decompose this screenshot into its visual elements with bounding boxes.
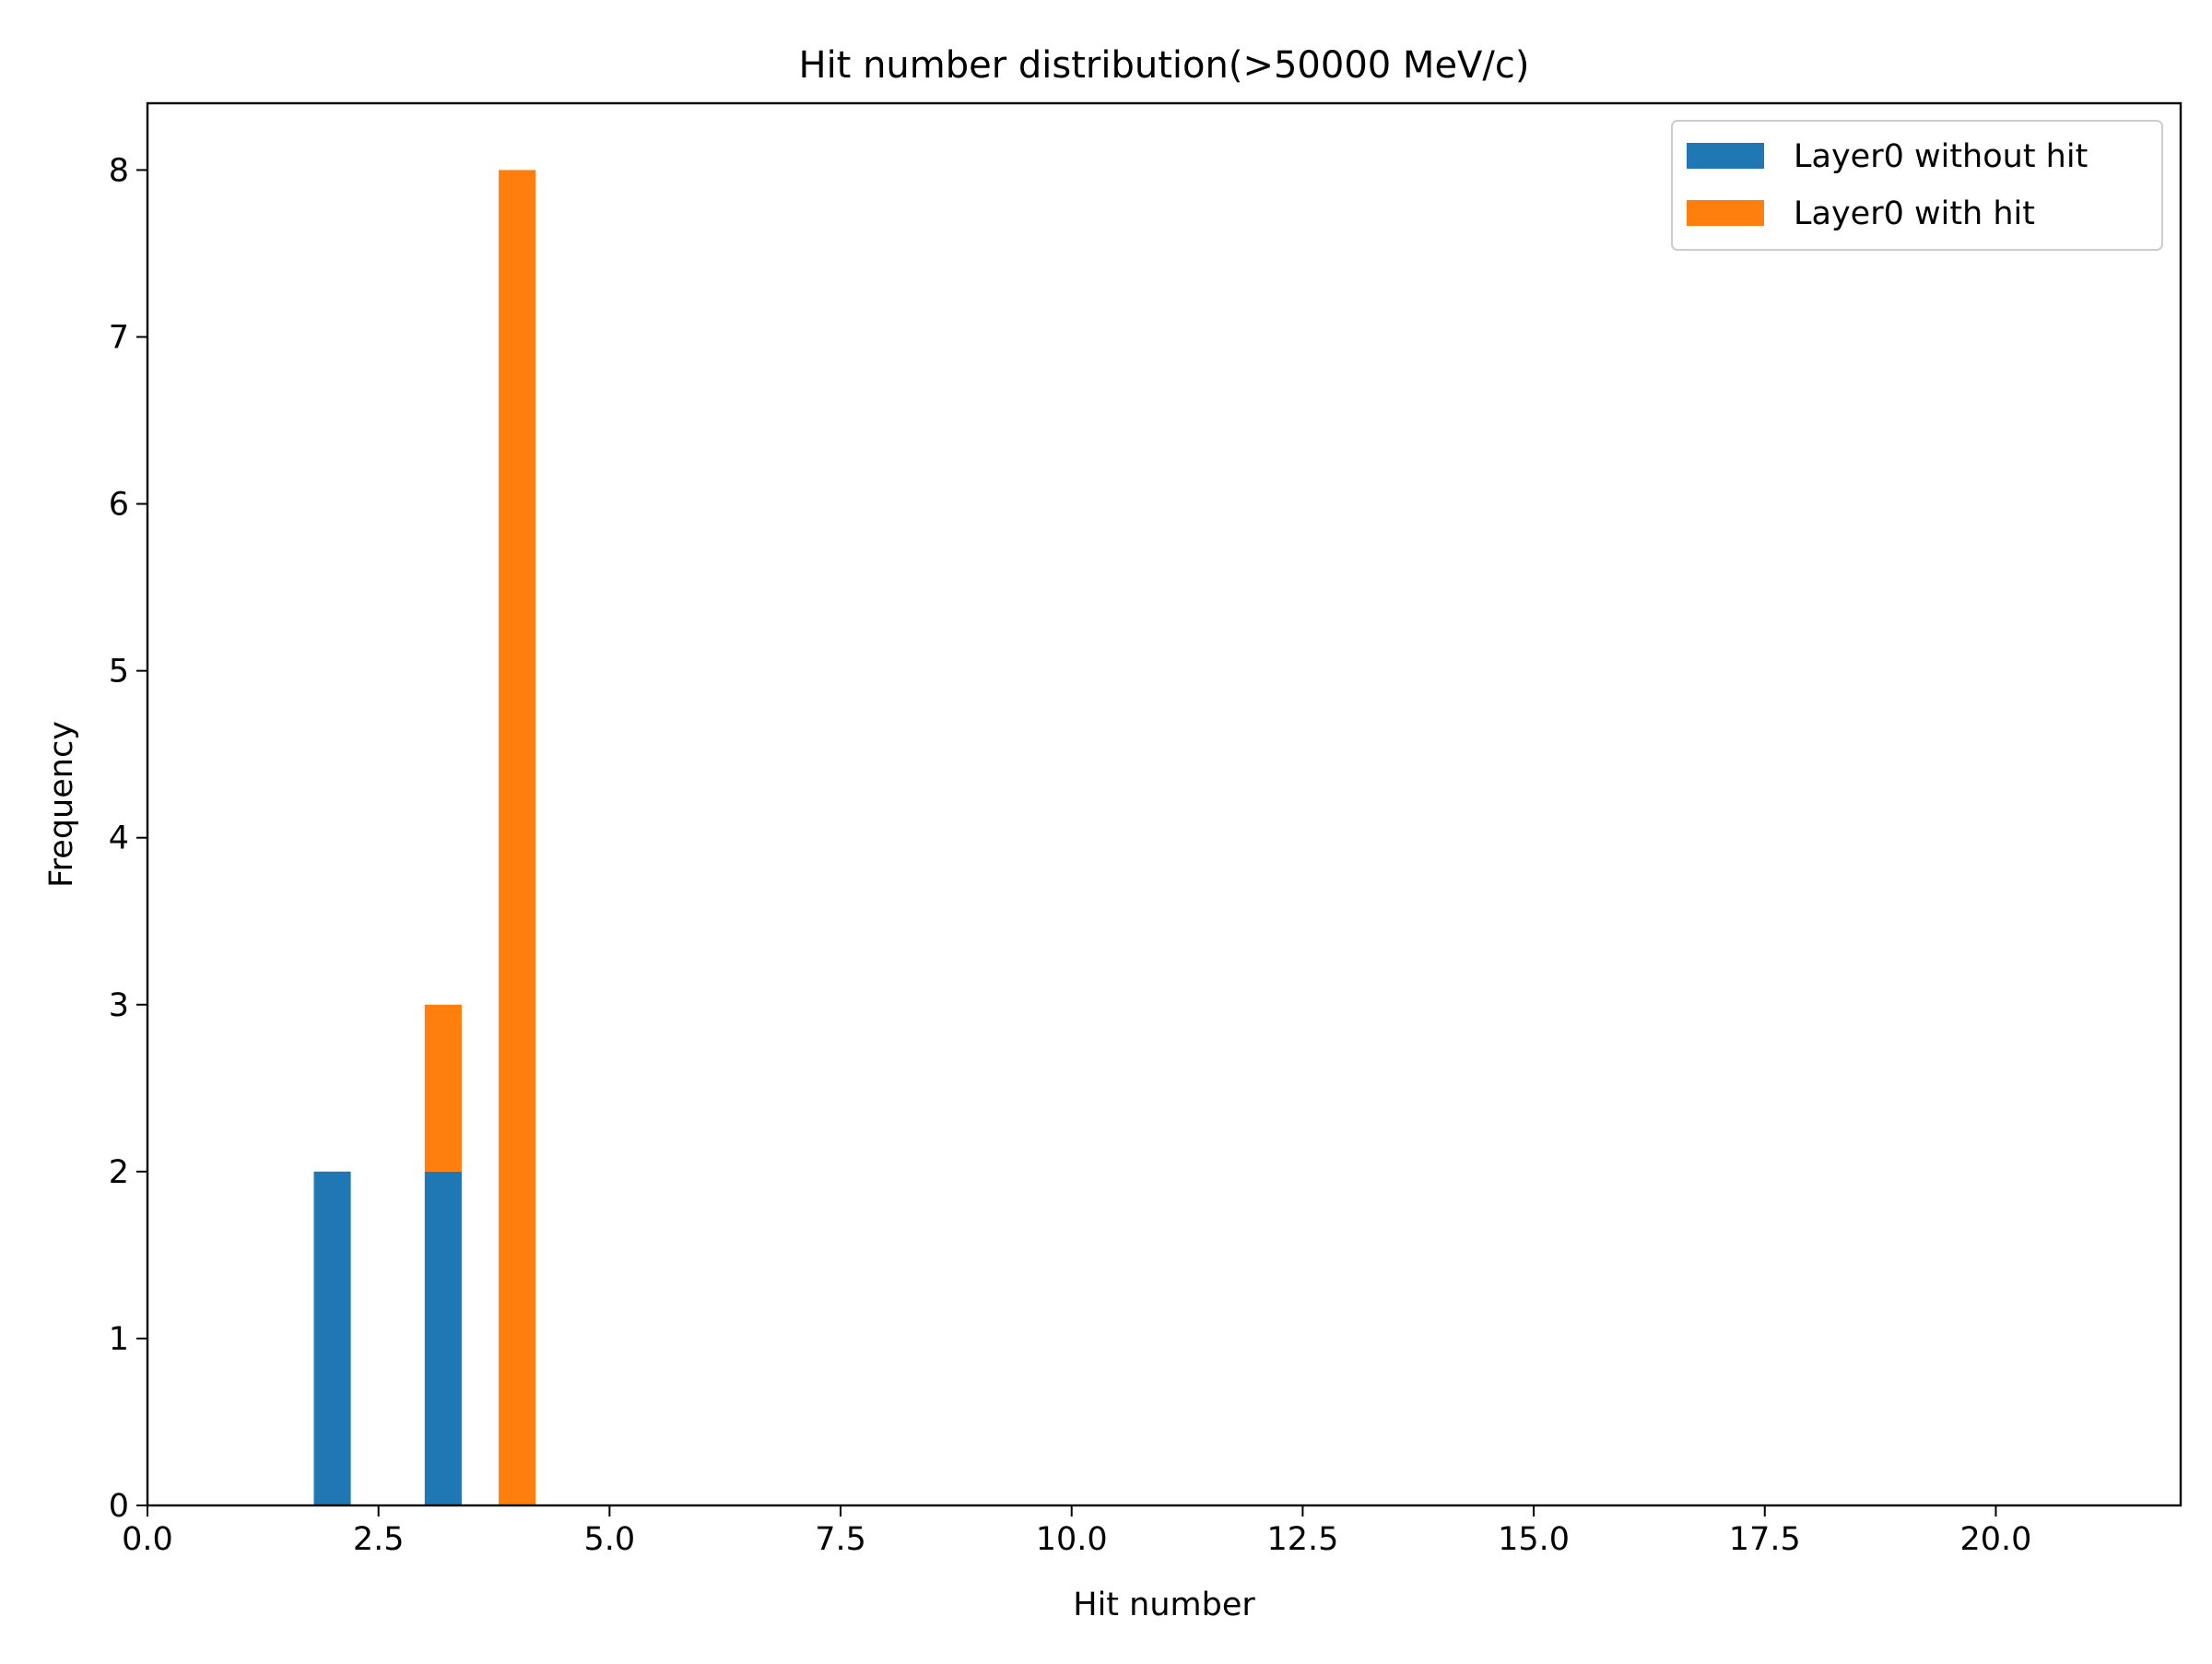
plot-area-frame <box>146 101 2183 1507</box>
bar-without-hit-1 <box>424 1171 462 1505</box>
y-tick-label: 1 <box>109 1321 129 1358</box>
legend-label: Layer0 without hit <box>1794 138 2088 175</box>
legend: Layer0 without hit Layer0 with hit <box>1671 120 2163 251</box>
y-tick-label: 6 <box>109 487 129 524</box>
x-tick-label: 0.0 <box>122 1521 173 1558</box>
legend-label: Layer0 with hit <box>1794 195 2035 232</box>
y-tick-label: 5 <box>109 654 129 690</box>
x-tick-label: 17.5 <box>1729 1521 1801 1558</box>
y-tick-label: 0 <box>109 1488 129 1525</box>
x-tick-label: 2.5 <box>353 1521 405 1558</box>
legend-swatch <box>1687 200 1764 226</box>
chart-title: Hit number distribution(>50000 MeV/c) <box>798 44 1529 87</box>
y-tick-label: 7 <box>109 320 129 357</box>
y-tick-label: 4 <box>109 820 129 857</box>
bar-without-hit-0 <box>313 1171 351 1505</box>
y-axis-label: Frequency <box>43 721 80 888</box>
x-axis-label: Hit number <box>1073 1587 1255 1623</box>
y-axis: 0 1 2 3 4 5 6 7 8 <box>109 152 147 1525</box>
y-tick-label: 8 <box>109 152 129 189</box>
x-tick-label: 10.0 <box>1036 1521 1108 1558</box>
x-tick-label: 5.0 <box>584 1521 636 1558</box>
legend-box <box>1671 120 2163 251</box>
x-tick-label: 12.5 <box>1266 1521 1338 1558</box>
legend-swatch <box>1687 143 1764 169</box>
x-tick-label: 7.5 <box>815 1521 866 1558</box>
x-tick-label: 20.0 <box>1959 1521 2031 1558</box>
y-tick-label: 3 <box>109 987 129 1024</box>
x-tick-label: 15.0 <box>1498 1521 1570 1558</box>
bar-with-hit-1 <box>424 1004 462 1172</box>
bar-with-hit-2 <box>499 170 536 1505</box>
bars-layer <box>313 170 536 1505</box>
y-tick-label: 2 <box>109 1154 129 1191</box>
x-axis: 0.0 2.5 5.0 7.5 10.0 12.5 15.0 17.5 20.0 <box>122 1505 2031 1558</box>
